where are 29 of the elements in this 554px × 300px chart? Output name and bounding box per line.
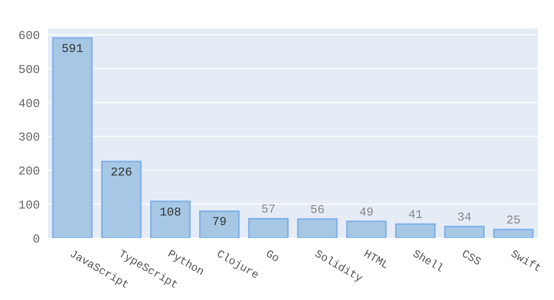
bar bbox=[395, 223, 436, 238]
x-tick-label: CSS bbox=[459, 248, 483, 270]
y-tick-label: 600 bbox=[18, 29, 40, 44]
bar bbox=[199, 210, 240, 238]
y-tick-label: 400 bbox=[18, 96, 40, 111]
bar bbox=[346, 220, 387, 238]
bar bbox=[444, 226, 485, 238]
y-tick-label: 0 bbox=[32, 232, 40, 246]
data-label: 25 bbox=[506, 214, 521, 228]
data-label: 79 bbox=[212, 215, 227, 230]
bar bbox=[52, 37, 93, 238]
bar bbox=[297, 218, 338, 238]
data-label: 108 bbox=[160, 205, 182, 220]
bar bbox=[248, 218, 289, 238]
y-tick-label: 500 bbox=[18, 62, 40, 77]
bar bbox=[493, 228, 534, 238]
data-label: 57 bbox=[261, 202, 276, 217]
y-tick-label: 100 bbox=[18, 198, 40, 212]
data-label: 41 bbox=[408, 208, 423, 222]
bar bbox=[101, 160, 142, 238]
data-label: 226 bbox=[110, 165, 132, 180]
data-label: 34 bbox=[457, 210, 472, 224]
data-label: 56 bbox=[310, 203, 325, 218]
bar bbox=[150, 200, 191, 238]
data-label: 591 bbox=[62, 42, 84, 56]
y-tick-label: 200 bbox=[18, 164, 40, 179]
data-label: 49 bbox=[359, 205, 374, 220]
y-tick-label: 300 bbox=[18, 130, 40, 145]
x-tick-label: Go bbox=[263, 248, 281, 266]
